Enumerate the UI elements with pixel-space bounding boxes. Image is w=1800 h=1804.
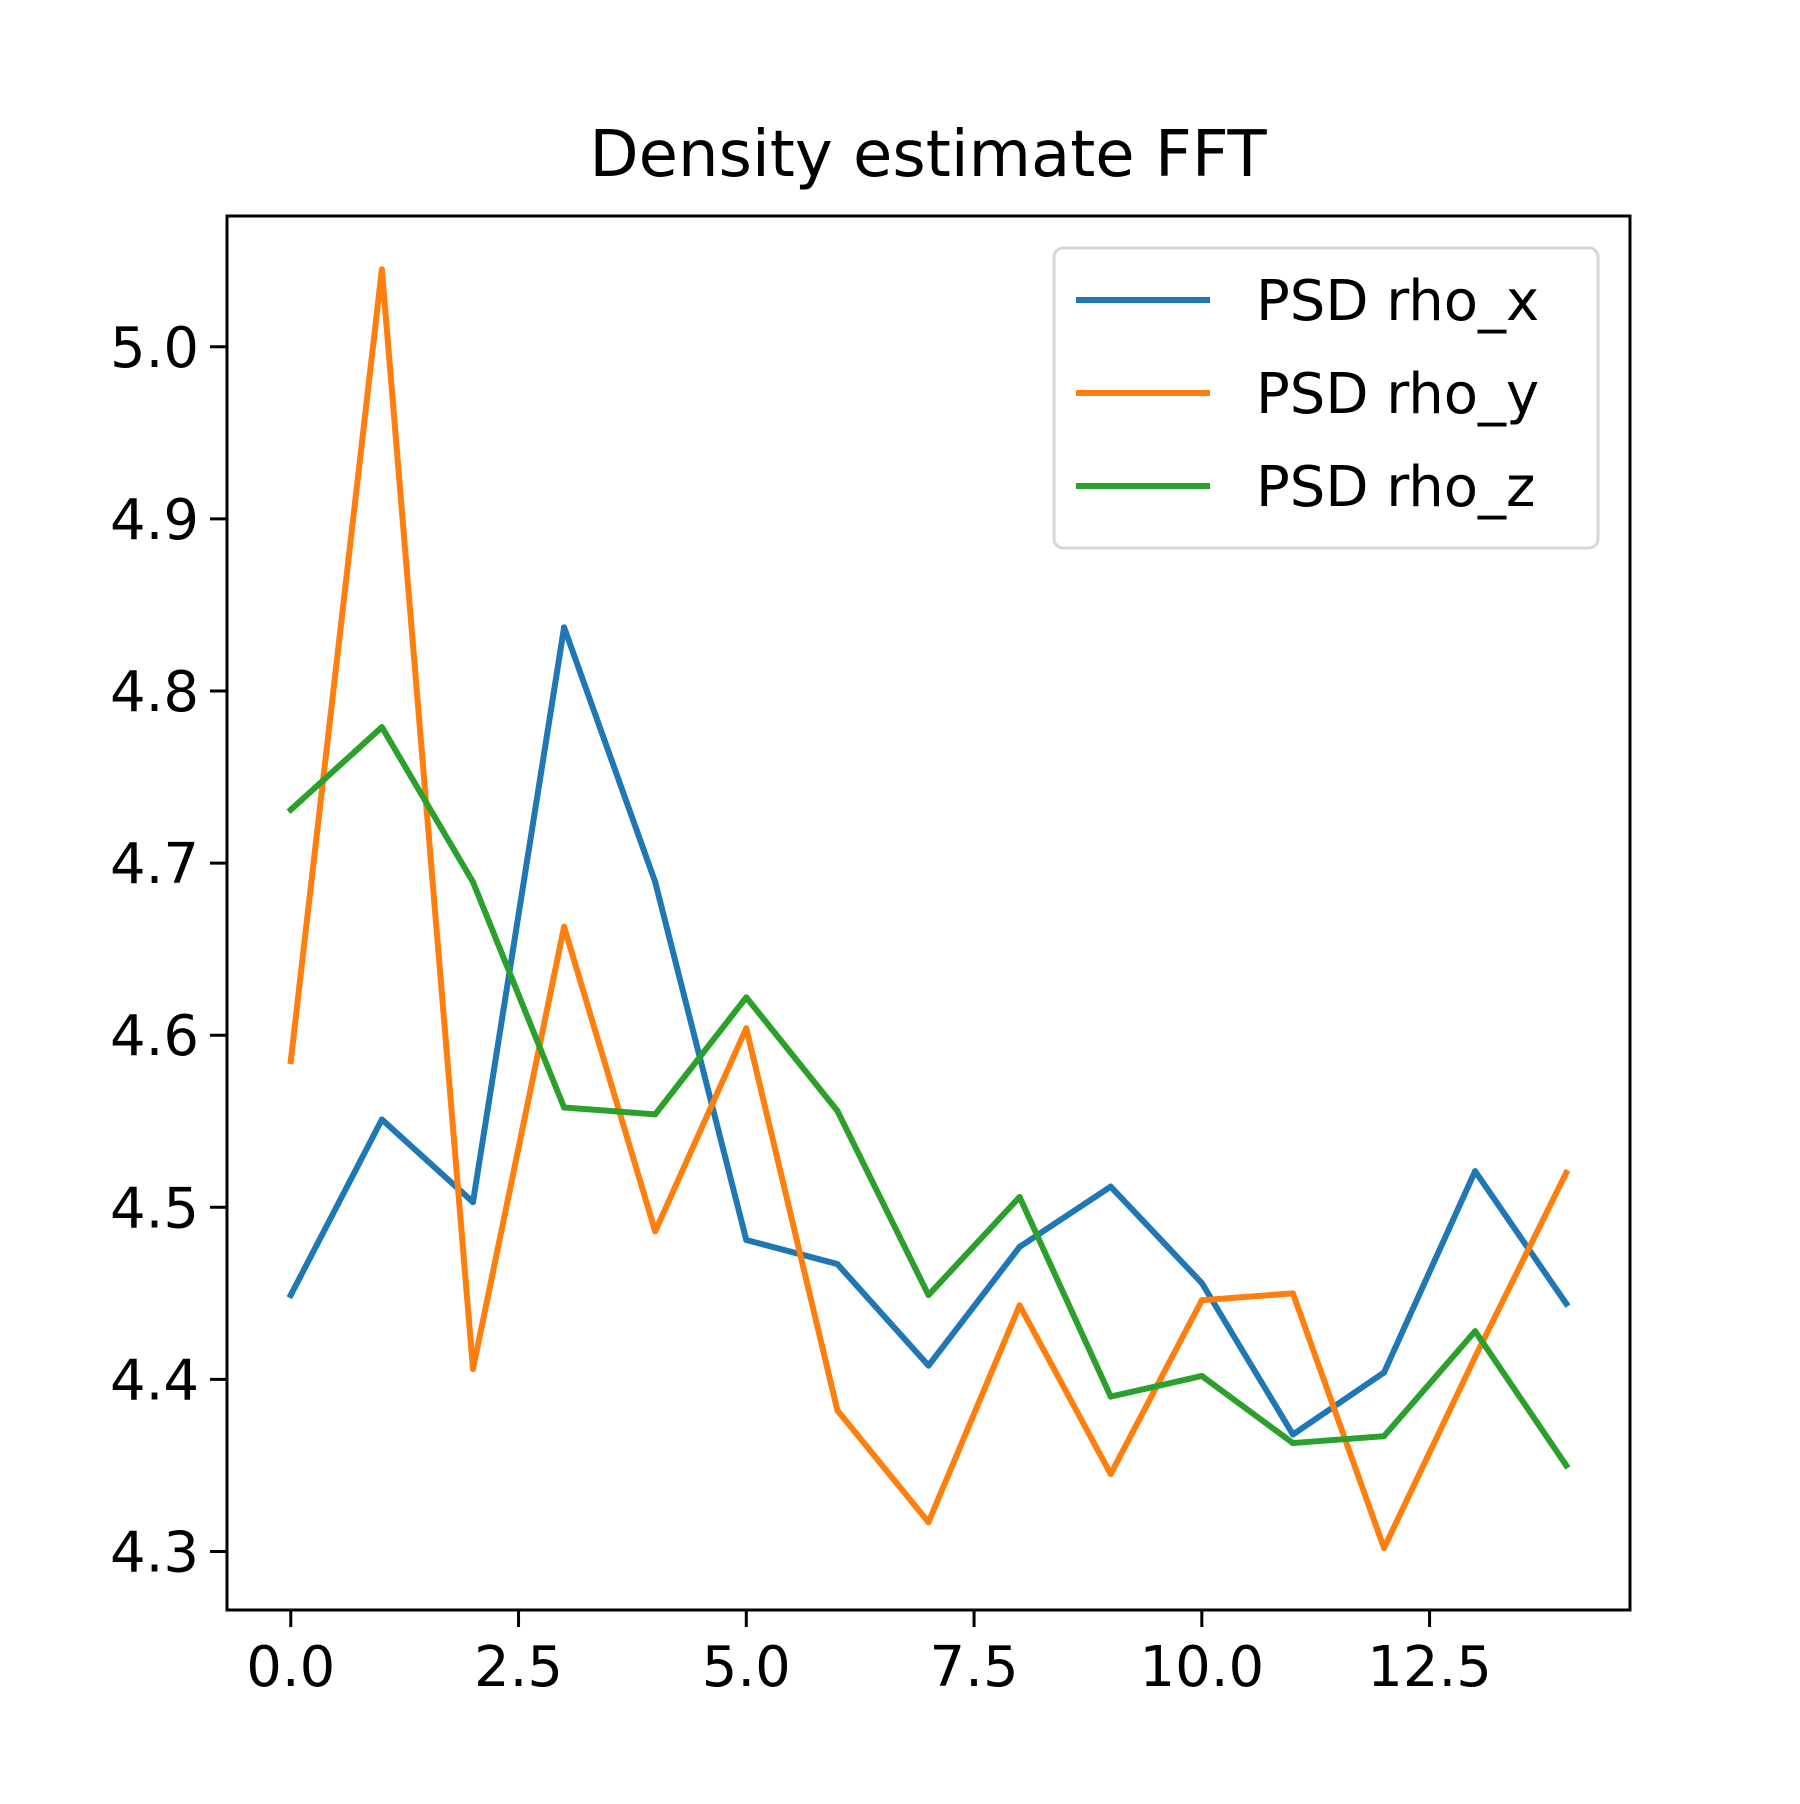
series-psd-rho-z — [286, 724, 1571, 1470]
y-tick-label: 4.5 — [110, 1176, 199, 1241]
data-point — [743, 1025, 750, 1032]
data-point — [561, 1104, 568, 1111]
data-point — [1563, 1462, 1570, 1469]
data-point — [1381, 1545, 1388, 1552]
data-point — [1472, 1354, 1479, 1361]
data-point — [469, 879, 476, 886]
data-point — [1107, 1183, 1114, 1190]
data-point — [469, 1366, 476, 1373]
data-point — [1289, 1440, 1296, 1447]
data-point — [1107, 1471, 1114, 1478]
data-point — [287, 1058, 294, 1064]
data-point — [1381, 1433, 1388, 1440]
data-point — [287, 1292, 294, 1299]
data-point — [743, 994, 750, 1001]
data-point — [1472, 1328, 1479, 1335]
data-point — [287, 806, 294, 813]
x-axis: 0.0 2.5 5.0 7.5 10.0 12.5 — [246, 1610, 1492, 1700]
chart-title: Density estimate FFT — [589, 118, 1267, 192]
data-point — [1016, 1302, 1023, 1309]
data-point — [925, 1362, 932, 1369]
data-point — [378, 1116, 385, 1123]
data-point — [1016, 1243, 1023, 1250]
plot-series-group — [286, 266, 1571, 1552]
y-tick-label: 4.9 — [110, 488, 199, 553]
data-point — [652, 1111, 659, 1118]
data-point — [561, 923, 568, 930]
series-psd-rho-x — [286, 624, 1571, 1438]
data-point — [1198, 1372, 1205, 1379]
legend-entries: PSD rho_x PSD rho_y PSD rho_z — [1076, 269, 1539, 520]
y-tick-label: 4.4 — [110, 1348, 199, 1413]
data-point — [925, 1292, 932, 1299]
x-tick-label: 5.0 — [702, 1635, 791, 1700]
y-tick-label: 4.3 — [110, 1520, 199, 1585]
x-tick-label: 12.5 — [1367, 1635, 1492, 1700]
legend-label: PSD rho_z — [1256, 455, 1535, 520]
y-axis: 4.3 4.4 4.5 4.6 4.7 4.8 4.9 5.0 — [110, 316, 227, 1585]
x-tick-label: 0.0 — [246, 1635, 335, 1700]
data-point — [378, 266, 385, 273]
data-point — [1198, 1280, 1205, 1287]
y-tick-label: 4.6 — [110, 1004, 199, 1069]
plot-frame — [225, 214, 1632, 1612]
data-point — [925, 1519, 932, 1526]
data-point — [652, 1228, 659, 1235]
data-point — [1107, 1393, 1114, 1400]
y-tick-label: 5.0 — [110, 316, 199, 381]
data-point — [652, 879, 659, 886]
data-point — [834, 1407, 841, 1414]
data-point — [743, 1236, 750, 1243]
data-point — [1381, 1369, 1388, 1376]
data-point — [1563, 1169, 1570, 1176]
y-tick-label: 4.7 — [110, 832, 199, 897]
data-point — [1198, 1297, 1205, 1304]
series-layer — [286, 266, 1571, 1552]
data-point — [378, 724, 385, 731]
data-point — [1472, 1168, 1479, 1175]
legend: PSD rho_x PSD rho_y PSD rho_z — [1052, 246, 1600, 550]
legend-label: PSD rho_x — [1256, 269, 1539, 334]
legend-label: PSD rho_y — [1256, 362, 1539, 427]
data-point — [834, 1107, 841, 1114]
y-tick-label: 4.8 — [110, 660, 199, 725]
data-point — [1289, 1431, 1296, 1438]
series-psd-rho-y — [287, 266, 1571, 1552]
data-point — [561, 624, 568, 631]
data-point — [1289, 1290, 1296, 1297]
x-tick-label: 10.0 — [1139, 1635, 1264, 1700]
data-point — [834, 1261, 841, 1268]
x-tick-label: 7.5 — [930, 1635, 1019, 1700]
legend-box — [1052, 246, 1600, 550]
data-point — [469, 1199, 476, 1206]
data-point — [1016, 1193, 1023, 1200]
x-tick-label: 2.5 — [474, 1635, 563, 1700]
data-point — [1563, 1300, 1570, 1307]
